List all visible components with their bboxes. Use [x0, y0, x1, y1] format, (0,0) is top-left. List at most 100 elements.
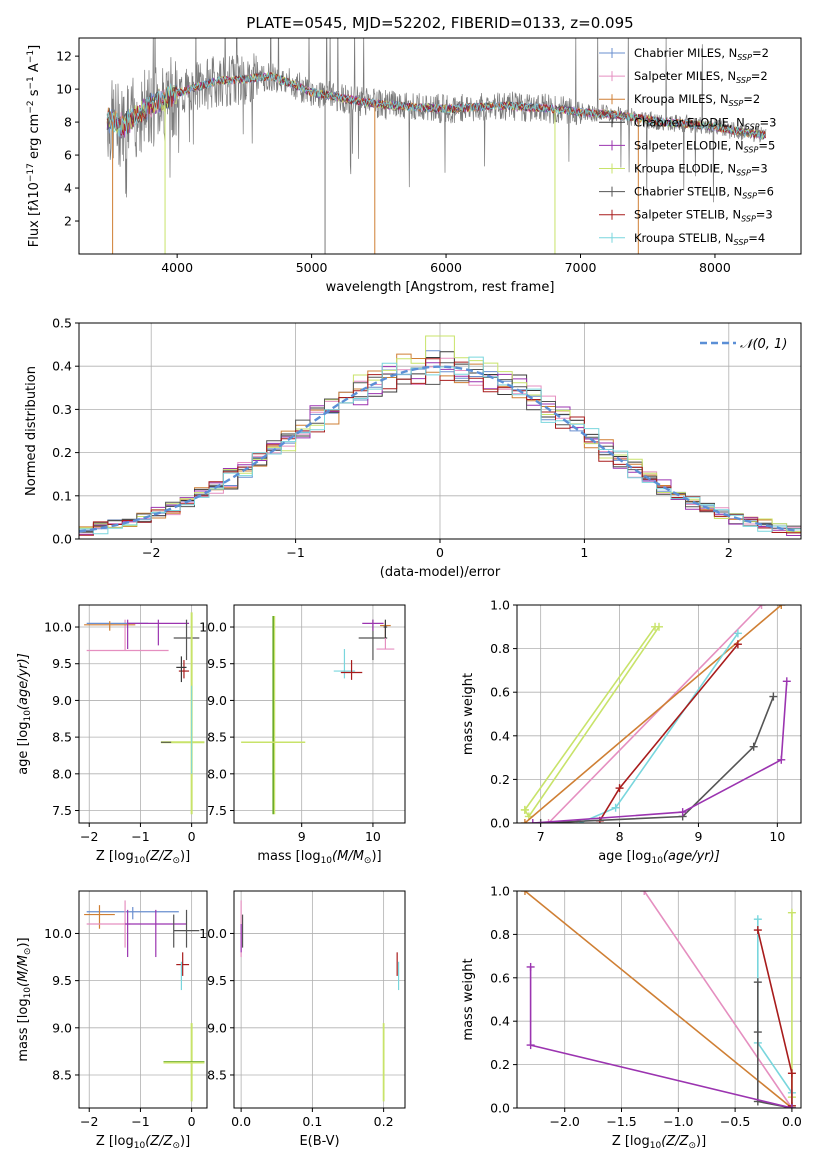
y-tick-label: 0.4 [490, 728, 510, 743]
label-part: Flux [f [27, 206, 42, 247]
series-line [757, 919, 793, 1108]
label-part: (Z/Z [145, 849, 173, 864]
y-tick-label: 10.0 [199, 926, 227, 941]
label-part: =4 [748, 231, 765, 245]
y-tick-label: 8.0 [52, 766, 72, 781]
x-tick-label: −1.0 [663, 1114, 693, 1129]
label-part: =3 [756, 208, 773, 222]
x-tick-label: 0 [188, 1114, 196, 1129]
y-tick-label: 7.5 [207, 803, 227, 818]
axes-frame [78, 37, 802, 255]
label-part: Z [log [612, 1134, 650, 1149]
label-part: 10 [650, 1141, 662, 1151]
y-tick-label: 0.4 [52, 359, 72, 374]
grid-lines [234, 891, 405, 1108]
label-part: mass weight [461, 958, 476, 1040]
x-tick-label: 4000 [161, 260, 193, 275]
label-part: Kroupa MILES, N [634, 92, 729, 106]
y-tick-label: 9.0 [207, 693, 227, 708]
label-part: Chabrier ELODIE, N [634, 115, 745, 129]
label-part: (age/yr)] [16, 653, 31, 710]
y-tick-label: 10 [56, 82, 72, 97]
series-line [548, 605, 763, 823]
plot-area [520, 605, 791, 823]
label-part: SSP [742, 192, 757, 201]
label-part: Kroupa STELIB, N [634, 231, 734, 245]
plot-area [84, 900, 205, 1102]
x-axis-label: (data-model)/error [380, 565, 501, 580]
x-tick-label: −1 [131, 829, 149, 844]
label-part: 10 [23, 710, 33, 722]
y-tick-label: 0.6 [490, 685, 510, 700]
series-line [532, 681, 788, 823]
label-part: ⊙ [364, 856, 372, 866]
label-part: −1 [26, 50, 36, 63]
label-part: ⊙ [172, 856, 180, 866]
label-part: s [27, 89, 42, 100]
grid-lines [517, 604, 801, 824]
label-part: )] [371, 849, 381, 864]
axes-frame [78, 322, 802, 540]
label-part: ] [27, 45, 42, 50]
label-part: mass [log [16, 998, 31, 1061]
y-tick-label: 9.0 [207, 1020, 227, 1035]
label-part: =3 [751, 162, 768, 176]
y-tick-label: 8 [64, 115, 72, 130]
plot-area [106, 38, 767, 254]
y-tick-label: 10.0 [44, 620, 72, 635]
label-part: SSP [736, 76, 751, 85]
label-part: 10 [134, 1141, 146, 1151]
x-tick-label: −2 [80, 829, 98, 844]
series-line [524, 605, 782, 823]
label-part: SSP [741, 215, 756, 224]
legend-label: Chabrier ELODIE, NSSP=3 [634, 115, 776, 131]
label-part: (Z/Z [661, 1134, 689, 1149]
label-part: =2 [752, 46, 769, 60]
label-part: (Z/Z [145, 1134, 173, 1149]
y-tick-label: 2 [64, 214, 72, 229]
label-part: age [log [16, 722, 31, 775]
x-tick-label: 7 [537, 829, 545, 844]
y-tick-label: 10.0 [44, 926, 72, 941]
label-part: SSP [744, 145, 759, 154]
x-tick-label: 10 [365, 829, 381, 844]
x-tick-label: −1 [286, 545, 304, 560]
label-part: age [log [598, 849, 651, 864]
label-part: Chabrier STELIB, N [634, 185, 742, 199]
label-part: λ [27, 199, 42, 208]
label-part: Salpeter STELIB, N [634, 208, 741, 222]
y-tick-label: 0.3 [52, 402, 72, 417]
x-tick-label: −2.0 [550, 1114, 580, 1129]
x-tick-label: −2 [80, 1114, 98, 1129]
label-part: =2 [751, 69, 768, 83]
x-tick-label: 10 [769, 829, 785, 844]
legend-label: Salpeter ELODIE, NSSP=5 [634, 138, 775, 154]
axes-frame [233, 604, 406, 824]
label-part: Salpeter ELODIE, N [634, 138, 744, 152]
y-tick-label: 9.0 [52, 693, 72, 708]
x-tick-label: 0.2 [374, 1114, 394, 1129]
label-part: =3 [760, 115, 777, 129]
label-part: 10 [321, 856, 333, 866]
label-part: Z [log [96, 1134, 134, 1149]
x-axis-label: age [log10(age/yr)] [598, 849, 720, 866]
x-tick-label: −0.5 [720, 1114, 750, 1129]
label-part: )] [180, 849, 190, 864]
legend-label-normal: 𝒩(0, 1) [740, 337, 787, 352]
observed-spectrum [106, 38, 767, 203]
legend-label: Kroupa STELIB, NSSP=4 [634, 231, 765, 247]
x-tick-label: 9 [298, 829, 306, 844]
label-part: )] [696, 1134, 706, 1149]
y-axis-label: Flux [fλ10−17 erg cm−2 s−1 A−1] [26, 45, 42, 247]
y-tick-label: 0.6 [490, 970, 510, 985]
x-tick-label: 9 [694, 829, 702, 844]
series-line [757, 982, 793, 1108]
label-part: 10 [23, 987, 33, 999]
plot-area [84, 612, 205, 815]
x-axis-label: Z [log10(Z/Z⊙)] [96, 849, 190, 866]
label-part: −17 [26, 163, 36, 182]
series-line [540, 696, 775, 823]
model-spectrum-line [106, 72, 766, 139]
series-line [524, 626, 656, 811]
